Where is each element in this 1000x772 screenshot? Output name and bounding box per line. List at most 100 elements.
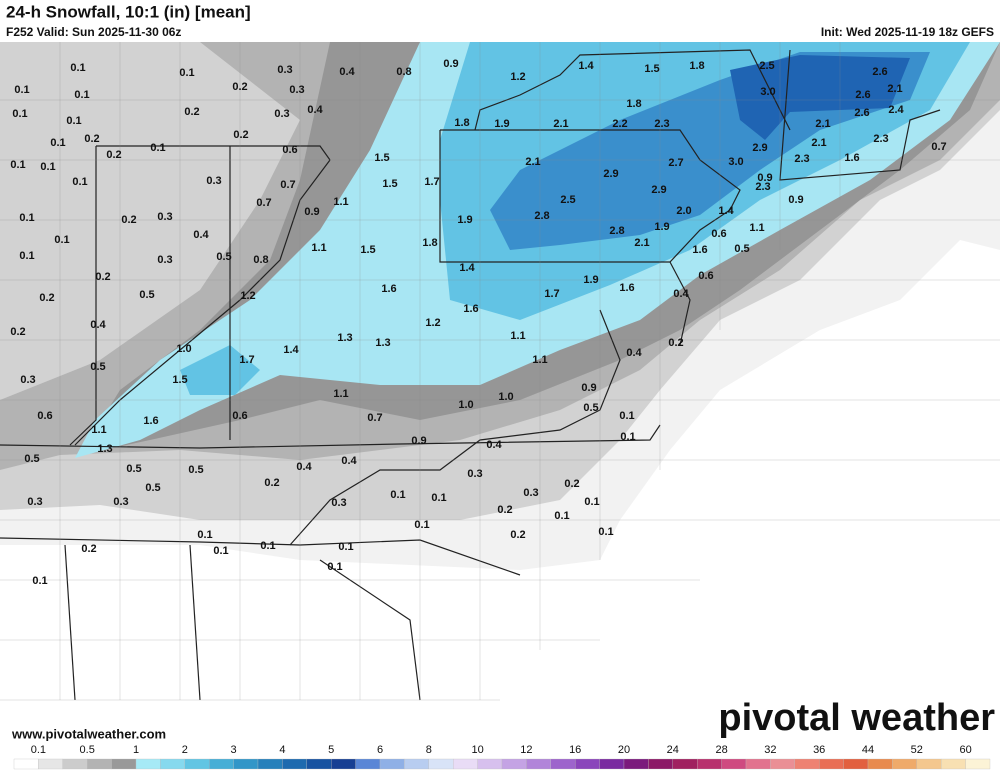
snow-label: 1.9 [457, 214, 472, 226]
snow-label: 0.5 [734, 243, 749, 255]
snow-label: 0.1 [598, 526, 613, 538]
snow-label: 0.5 [188, 464, 203, 476]
colorbar-tick-label: 8 [426, 744, 432, 756]
colorbar-tick-label: 3 [231, 744, 237, 756]
snow-label: 2.0 [676, 205, 691, 217]
snow-label: 0.2 [510, 529, 525, 541]
colorbar-tick-label: 52 [911, 744, 923, 756]
snow-label: 0.6 [232, 410, 247, 422]
map-labels: 0.1 0.10.20.3 0.4 0.80.91.21.4 1.5 1.8 2.5 2.60… [10, 58, 946, 587]
snow-label: 0.3 [157, 211, 172, 223]
snow-label: 1.2 [240, 290, 255, 302]
snow-label: 2.8 [609, 225, 624, 237]
snow-label: 1.6 [381, 283, 396, 295]
snow-label: 0.7 [256, 197, 271, 209]
snow-label: 3.0 [728, 156, 743, 168]
color-swatch [331, 758, 356, 770]
snow-label: 0.9 [304, 206, 319, 218]
color-swatch [794, 758, 820, 770]
snow-label: 0.4 [339, 66, 355, 78]
header-bar [0, 0, 1000, 42]
snow-label: 1.6 [143, 415, 158, 427]
snow-label: 2.1 [553, 118, 568, 130]
website: www.pivotalweather.com [11, 726, 166, 741]
snow-label: 0.3 [289, 84, 304, 96]
snow-label: 0.2 [233, 129, 248, 141]
color-swatch [87, 758, 112, 770]
color-swatch [721, 758, 747, 770]
snow-label: 1.3 [337, 332, 352, 344]
colorbar-tick-label: 16 [569, 744, 581, 756]
color-swatch [867, 758, 893, 770]
snow-label: 0.3 [157, 254, 172, 266]
snow-label: 1.1 [311, 242, 326, 254]
snow-label: 1.3 [97, 443, 112, 455]
color-swatch [453, 758, 478, 770]
valid-time: F252 Valid: Sun 2025-11-30 06z [6, 25, 181, 39]
snow-label: 0.3 [206, 175, 221, 187]
snow-label: 0.1 [40, 161, 55, 173]
snow-label: 0.4 [626, 347, 642, 359]
snow-label: 1.0 [176, 343, 191, 355]
color-swatch [965, 758, 991, 770]
brand-logo: pivotal weather [718, 697, 995, 739]
colorbar-tick-label: 24 [667, 744, 679, 756]
snow-label: 0.5 [583, 402, 598, 414]
snow-label: 2.9 [651, 184, 666, 196]
snow-label: 0.1 [260, 540, 275, 552]
snow-label: 0.8 [253, 254, 268, 266]
snow-label: 0.1 [70, 62, 85, 74]
colorbar-tick-label: 6 [377, 744, 383, 756]
snow-label: 0.1 [10, 159, 25, 171]
snow-label: 0.1 [619, 410, 634, 422]
snow-label: 0.1 [327, 561, 342, 573]
snow-label: 0.2 [264, 477, 279, 489]
color-swatch [892, 758, 917, 770]
colorbar-tick-label: 4 [279, 744, 285, 756]
snow-label: 0.1 [66, 115, 81, 127]
init-time: Init: Wed 2025-11-19 18z GEFS [821, 25, 994, 39]
snow-label: 0.4 [296, 461, 312, 473]
color-swatch [13, 758, 39, 770]
snow-label: 0.4 [193, 229, 209, 241]
snow-label: 1.2 [510, 71, 525, 83]
snow-label: 1.8 [689, 60, 704, 72]
snow-label: 0.1 [50, 137, 65, 149]
color-swatch [770, 758, 795, 770]
snow-label: 1.7 [424, 176, 439, 188]
color-swatch [233, 758, 259, 770]
snow-label: 0.5 [145, 482, 160, 494]
snow-label: 1.5 [360, 244, 375, 256]
snow-label: 0.3 [113, 496, 128, 508]
colorbar-tick-label: 36 [813, 744, 825, 756]
snow-label: 1.5 [644, 63, 659, 75]
colorbar-tick-label: 10 [471, 744, 483, 756]
snow-label: 0.1 [197, 529, 212, 541]
snow-label: 0.2 [497, 504, 512, 516]
color-swatch [941, 758, 966, 770]
snow-label: 1.7 [544, 288, 559, 300]
snow-label: 0.1 [150, 142, 165, 154]
snow-label: 0.1 [431, 492, 446, 504]
snow-label: 1.1 [749, 222, 764, 234]
snow-label: 0.1 [620, 431, 635, 443]
colorbar-tick-label: 2 [182, 744, 188, 756]
snow-label: 1.9 [494, 118, 509, 130]
color-swatch [672, 758, 698, 770]
snow-label: 2.3 [654, 118, 669, 130]
snow-label: 2.6 [854, 107, 869, 119]
snow-label: 2.1 [634, 237, 649, 249]
snow-label: 0.1 [213, 545, 228, 557]
snow-label: 0.6 [37, 410, 52, 422]
snow-label: 1.7 [239, 354, 254, 366]
snow-label: 0.9 [443, 58, 458, 70]
snow-label: 0.1 [14, 84, 29, 96]
snow-label: 2.1 [525, 156, 540, 168]
snow-label: 1.5 [374, 152, 389, 164]
color-swatch [599, 758, 625, 770]
snow-label: 0.1 [54, 234, 69, 246]
color-swatch [62, 758, 88, 770]
snow-label: 2.7 [668, 157, 683, 169]
color-swatch [843, 758, 869, 770]
